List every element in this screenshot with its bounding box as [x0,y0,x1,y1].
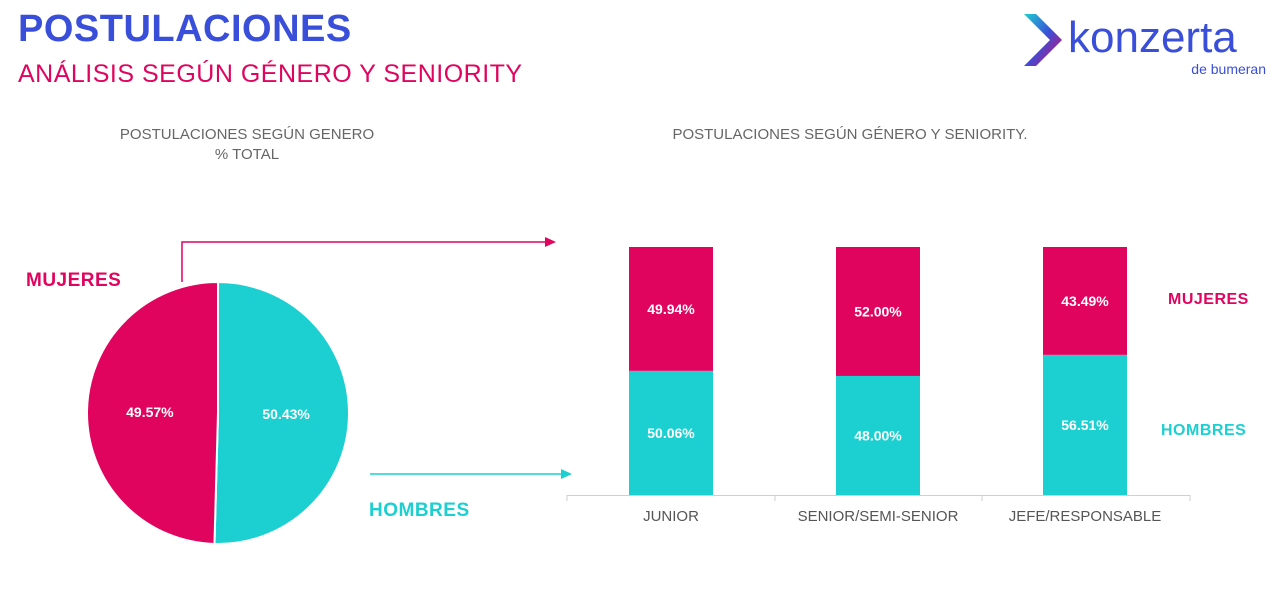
bar-legend-hombres: HOMBRES [1161,422,1247,439]
arrow-mujeres-head [545,237,556,247]
pie-chart: 50.43% 49.57% [86,280,350,545]
bar-value-label: 49.94% [647,301,695,317]
pie-slice-mujeres [86,280,219,545]
bar-value-label: 56.51% [1061,417,1109,433]
bar-chart-title: POSTULACIONES SEGÚN GÉNERO Y SENIORITY. [672,126,1028,143]
pie-label-mujeres-value: 49.57% [126,404,174,420]
bar-value-label: 43.49% [1061,293,1109,309]
bar-value-label: 52.00% [854,303,902,319]
bar-hombres-2 [1043,354,1127,495]
bar-value-label: 48.00% [854,427,902,443]
pie-chart-title: POSTULACIONES SEGÚN GENERO % TOTAL [60,125,434,165]
bar-mujeres-1 [836,247,920,376]
pie-label-hombres-value: 50.43% [262,406,310,422]
bar-hombres-0 [629,370,713,495]
bar-legend-mujeres: MUJERES [1168,291,1249,308]
page-title: POSTULACIONES [18,8,352,50]
x-tick-label: JEFE/RESPONSABLE [1009,508,1162,525]
x-tick-label: JUNIOR [643,508,699,525]
page-subtitle: ANÁLISIS SEGÚN GÉNERO Y SENIORITY [18,60,523,88]
pie-title-line1: POSTULACIONES SEGÚN GENERO [119,126,375,143]
konzerta-logo: konzerta de bumeran [1024,13,1266,77]
bar-mujeres-2 [1043,247,1127,355]
arrow-mujeres [181,241,548,282]
pie-label-hombres: HOMBRES [369,500,470,521]
bar-mujeres-0 [629,247,713,371]
pie-slice-hombres [213,280,350,545]
arrow-hombres-head [561,469,572,479]
bar-chart: 50.06% 49.94% JUNIOR 48.00% 52.00% SENIOR/SEM… [566,247,1191,525]
logo-wordmark: konzerta [1068,13,1237,62]
bar-value-label: 50.06% [647,425,695,441]
bar-hombres-1 [836,375,920,495]
logo-tagline: de bumeran [1191,61,1266,77]
pie-title-line2: % TOTAL [214,146,280,163]
logo-chevron-icon [1024,14,1062,66]
pie-label-mujeres: MUJERES [26,270,122,291]
x-tick-label: SENIOR/SEMI-SENIOR [798,508,959,525]
connector-arrows [181,237,572,479]
